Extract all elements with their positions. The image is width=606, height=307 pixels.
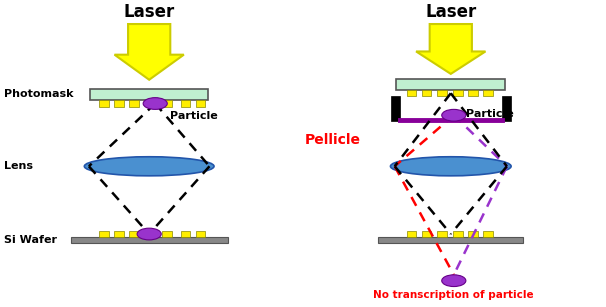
Bar bbox=[437, 90, 447, 96]
Bar bbox=[129, 231, 139, 237]
Bar bbox=[196, 231, 205, 237]
Text: Pellicle: Pellicle bbox=[305, 133, 361, 147]
Text: No transcription of particle: No transcription of particle bbox=[373, 290, 534, 300]
Bar bbox=[162, 231, 172, 237]
Bar bbox=[99, 231, 108, 237]
Bar bbox=[468, 231, 478, 237]
Bar bbox=[422, 90, 431, 96]
Circle shape bbox=[442, 109, 466, 121]
Text: Lens: Lens bbox=[4, 161, 33, 171]
Text: Laser: Laser bbox=[425, 3, 476, 21]
Circle shape bbox=[442, 275, 466, 286]
Bar bbox=[99, 100, 108, 107]
Text: Particle: Particle bbox=[466, 109, 514, 119]
Bar bbox=[484, 231, 493, 237]
Bar bbox=[391, 96, 399, 121]
Text: Particle: Particle bbox=[170, 111, 218, 121]
Bar bbox=[147, 231, 157, 237]
Bar bbox=[196, 100, 205, 107]
Bar bbox=[407, 231, 416, 237]
Bar bbox=[162, 100, 172, 107]
Bar bbox=[453, 231, 463, 237]
Bar bbox=[453, 90, 463, 96]
Bar bbox=[468, 90, 478, 96]
Ellipse shape bbox=[390, 157, 511, 176]
Bar bbox=[181, 100, 190, 107]
Circle shape bbox=[137, 228, 161, 240]
Text: Photomask: Photomask bbox=[4, 89, 74, 99]
Bar bbox=[147, 100, 157, 107]
Bar bbox=[129, 100, 139, 107]
Bar bbox=[181, 231, 190, 237]
Polygon shape bbox=[416, 24, 485, 74]
Ellipse shape bbox=[84, 157, 214, 176]
Bar bbox=[484, 90, 493, 96]
Bar bbox=[90, 88, 208, 100]
Polygon shape bbox=[115, 24, 184, 80]
Bar bbox=[437, 231, 447, 237]
Bar bbox=[502, 96, 510, 121]
Text: Si Wafer: Si Wafer bbox=[4, 235, 58, 245]
Bar bbox=[114, 231, 124, 237]
Bar bbox=[396, 79, 505, 90]
Bar bbox=[114, 100, 124, 107]
Bar bbox=[422, 231, 431, 237]
Circle shape bbox=[143, 98, 167, 109]
Bar bbox=[407, 90, 416, 96]
Text: Laser: Laser bbox=[124, 3, 175, 21]
Bar bbox=[378, 237, 523, 243]
Bar bbox=[71, 237, 228, 243]
